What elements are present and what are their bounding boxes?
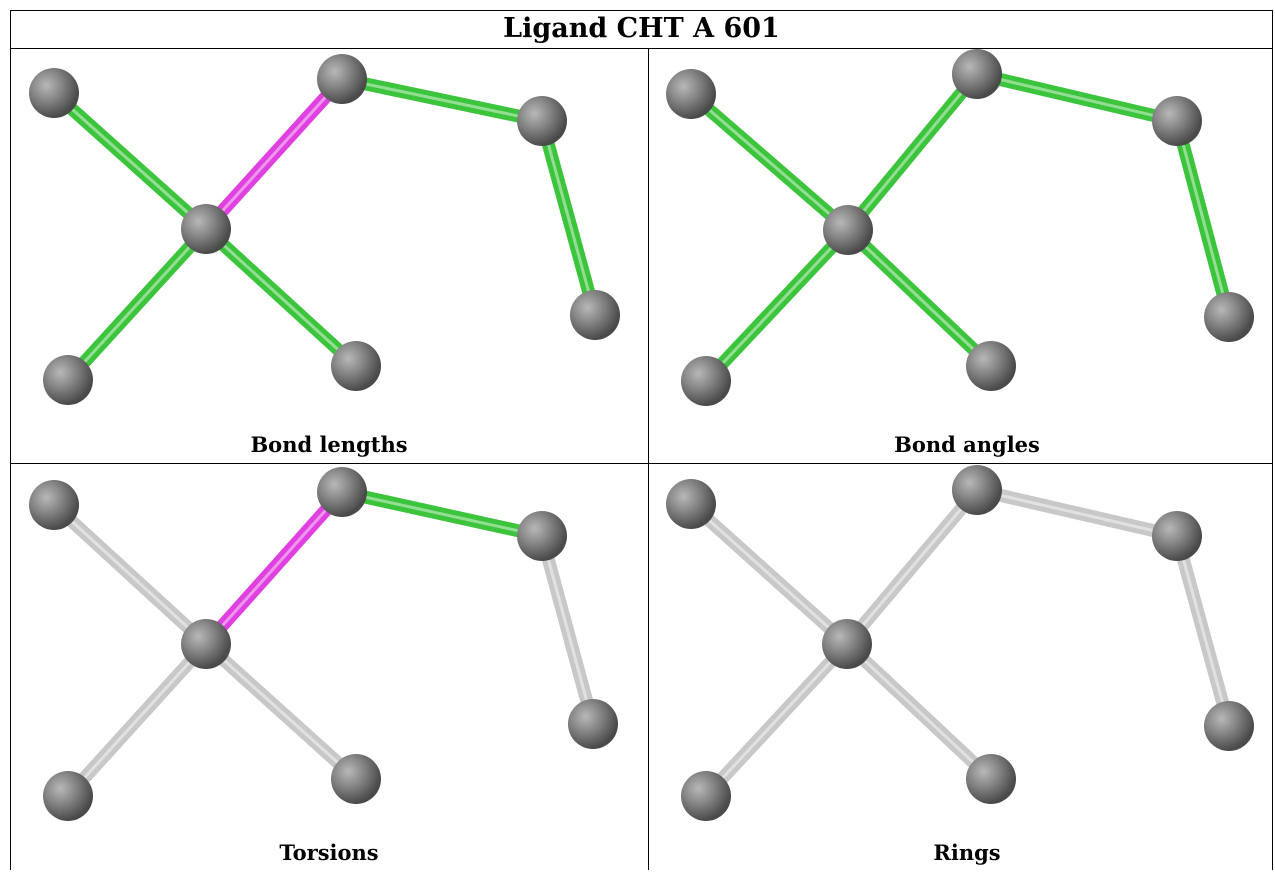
figure-frame (10, 10, 1273, 870)
atom (29, 480, 79, 530)
atom (966, 341, 1016, 391)
bond (684, 87, 855, 237)
bond (840, 637, 998, 786)
bond-highlight (846, 228, 993, 368)
bond-highlight (846, 73, 979, 231)
bond (699, 637, 854, 803)
atom (570, 290, 620, 340)
bond-highlight (204, 490, 344, 646)
molecule-rings (666, 465, 1254, 821)
bond (841, 67, 984, 237)
bond-highlight (704, 642, 849, 798)
atom (823, 205, 873, 255)
bond (335, 72, 549, 128)
bond (840, 483, 984, 651)
bond (199, 222, 363, 373)
bond (335, 485, 549, 543)
atom (952, 49, 1002, 99)
bond (61, 222, 213, 387)
bond (61, 637, 213, 803)
bond (199, 637, 363, 786)
panel-rings: Rings (649, 464, 1275, 878)
atom (181, 204, 231, 254)
bond-highlight (204, 642, 358, 781)
bond-highlight (1175, 120, 1231, 318)
atom (666, 479, 716, 529)
atom (43, 355, 93, 405)
atom (966, 754, 1016, 804)
bond-highlight (845, 489, 979, 645)
bond-highlight (66, 642, 208, 798)
panel-bond-angles: Bond angles (649, 49, 1275, 463)
bond-highlight (845, 642, 993, 781)
atom (517, 511, 567, 561)
panel-caption: Bond angles (894, 432, 1040, 457)
bond (699, 223, 855, 388)
atom (43, 771, 93, 821)
atom (681, 771, 731, 821)
row-divider (10, 463, 1273, 464)
bond (47, 498, 213, 651)
atom (181, 619, 231, 669)
bond (970, 67, 1184, 128)
panel-caption: Torsions (279, 840, 379, 865)
title-divider (10, 48, 1273, 49)
atom (666, 69, 716, 119)
atom (29, 68, 79, 118)
bond-highlight (689, 502, 849, 646)
bond-highlight (1175, 535, 1231, 727)
bond-highlight (52, 503, 208, 646)
bond-highlight (341, 77, 543, 123)
atom (331, 754, 381, 804)
panel-caption: Bond lengths (250, 432, 408, 457)
bond (199, 485, 349, 651)
figure-title: Ligand CHT A 601 (503, 13, 780, 44)
bond (535, 529, 600, 731)
bond (47, 86, 213, 236)
atom (681, 356, 731, 406)
bond-highlight (341, 490, 543, 538)
bond (535, 114, 602, 322)
atom (822, 619, 872, 669)
molecule-bond-angles (666, 49, 1254, 406)
atom (1204, 701, 1254, 751)
bond-highlight (976, 72, 1178, 123)
atom (568, 699, 618, 749)
atom (331, 341, 381, 391)
bond (684, 497, 854, 651)
bond (1170, 529, 1236, 733)
bond (970, 483, 1184, 543)
bond (199, 72, 349, 236)
bond (1170, 114, 1236, 324)
panel-caption: Rings (933, 840, 1001, 865)
atom (317, 54, 367, 104)
column-divider (648, 48, 649, 870)
panel-bond-lengths: Bond lengths (11, 49, 647, 463)
bond-highlight (540, 120, 597, 316)
bond-highlight (704, 228, 850, 383)
atom (317, 467, 367, 517)
atom (517, 96, 567, 146)
molecule-torsions (29, 467, 618, 821)
bond-highlight (976, 488, 1178, 538)
bond-highlight (204, 227, 358, 368)
molecule-bond-lengths (29, 54, 620, 405)
atom (1152, 511, 1202, 561)
bond (841, 223, 998, 373)
bond-highlight (52, 91, 208, 231)
bond-highlight (204, 77, 344, 231)
panel-torsions: Torsions (11, 464, 647, 878)
bond-highlight (540, 535, 595, 725)
atom (1152, 96, 1202, 146)
bond-highlight (66, 227, 208, 382)
bond-highlight (690, 92, 849, 232)
atom (1204, 292, 1254, 342)
atom (952, 465, 1002, 515)
